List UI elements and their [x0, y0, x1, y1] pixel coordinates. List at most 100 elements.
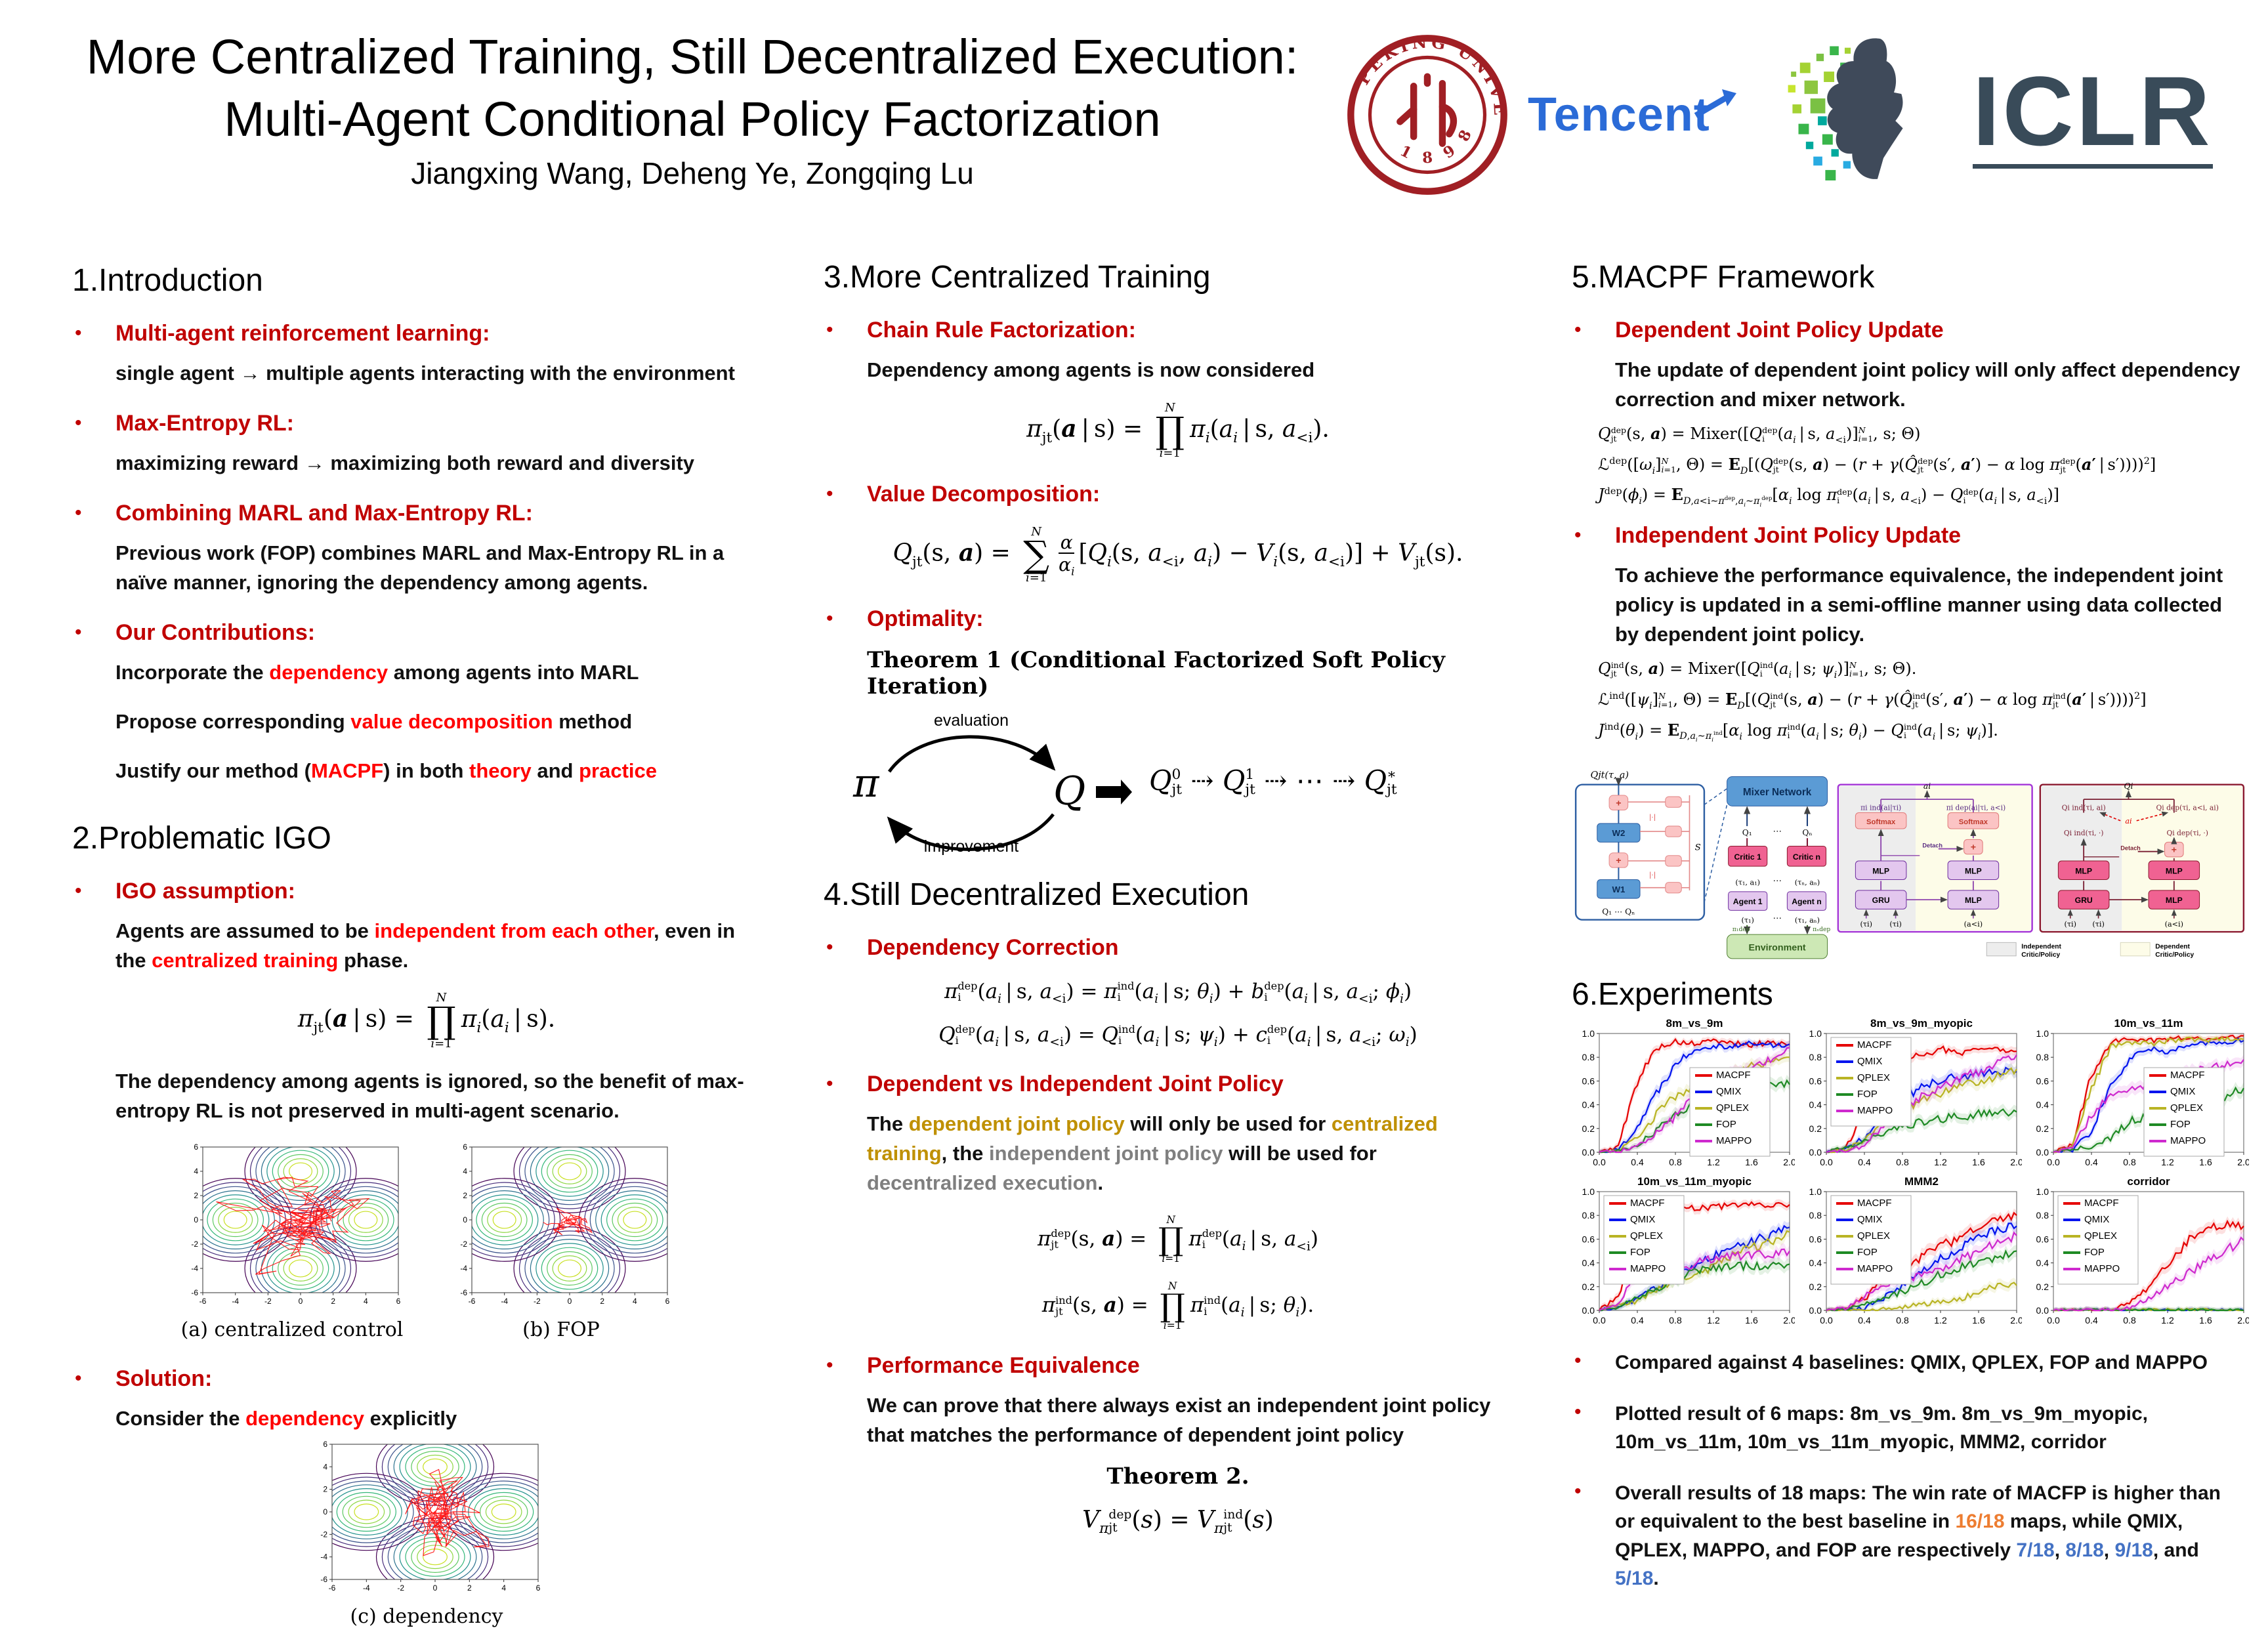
legend-dependent-line2: Critic/Policy — [2155, 951, 2194, 959]
sec5-bullet-ind-update: • Independent Joint Policy Update To ach… — [1572, 520, 2261, 650]
svg-text:QPLEX: QPLEX — [2084, 1230, 2117, 1242]
svg-text:1.6: 1.6 — [2199, 1157, 2212, 1167]
qi-ind-label: Qi ind(τi, ai) — [2062, 804, 2106, 812]
column-training-execution: 3.More Centralized Training • Chain Rule… — [824, 259, 1532, 1554]
dep-update-line: The update of dependent joint policy wil… — [1615, 358, 2240, 411]
bullet-icon: • — [75, 621, 82, 643]
abs-label: |·| — [1649, 814, 1656, 822]
plus-node: + — [2172, 845, 2177, 856]
tau-i-input: (τi) — [1889, 920, 1902, 929]
a-lt-i-input: (a<i) — [1964, 920, 1983, 929]
svg-text:FOP: FOP — [2170, 1119, 2191, 1130]
dependency-correction-head: Dependency Correction — [867, 934, 1119, 960]
svg-text:1.6: 1.6 — [1972, 1315, 1985, 1325]
tencent-arrow-icon — [1694, 89, 1736, 118]
svg-text:6: 6 — [665, 1297, 670, 1306]
ai-output-label: ai — [1923, 782, 1931, 791]
sec6-bullet-overall: • Overall results of 18 maps: The win ra… — [1572, 1476, 2261, 1593]
svg-text:0.6: 0.6 — [1582, 1234, 1595, 1245]
svg-text:1.0: 1.0 — [1582, 1028, 1595, 1039]
bullet-icon: • — [826, 1354, 833, 1377]
intro-bullet-contributions-head: Our Contributions: — [116, 619, 316, 645]
svg-text:0.0: 0.0 — [2047, 1157, 2060, 1167]
svg-text:6: 6 — [194, 1143, 198, 1152]
bullet-icon: • — [1574, 319, 1582, 341]
svg-text:4: 4 — [364, 1297, 368, 1306]
detach-label: Detach — [1922, 843, 1942, 849]
svg-text:4: 4 — [501, 1583, 506, 1593]
chain-rule-equation: πjt(a | s) = N ∏ i=1 πi(ai | s, a<i). — [1026, 400, 1330, 461]
a-lt-i-input: (a<i) — [2165, 920, 2183, 929]
mixer-network-box: Mixer Network — [1743, 787, 1812, 798]
svg-text:-4: -4 — [363, 1583, 370, 1593]
svg-text:1.2: 1.2 — [1934, 1157, 1947, 1167]
svg-text:0.6: 0.6 — [2036, 1234, 2049, 1245]
iclr-wordmark: ICLR — [1972, 62, 2213, 169]
svg-text:2.0: 2.0 — [2010, 1315, 2022, 1325]
intro-bullet-combining-line: Previous work (FOP) combines MARL and Ma… — [116, 541, 724, 594]
win-rate-chart-10m_vs_11m: 10m_vs_11m 0.0 0.2 0.4 0.6 0.8 1.0 0.0 0.4 0.8 1.2… — [2036, 1017, 2249, 1167]
svg-text:QMIX: QMIX — [2170, 1086, 2195, 1097]
contour-plot-fop: -6-6 -4 -4 -2 -2 0 0 2 2 4 4 6 6 — [460, 1142, 670, 1306]
svg-text:QMIX: QMIX — [2084, 1214, 2109, 1225]
svg-text:0.4: 0.4 — [1582, 1100, 1595, 1110]
svg-text:MAPPO: MAPPO — [2170, 1135, 2206, 1146]
svg-text:-4: -4 — [460, 1264, 467, 1273]
pipeline-panel: Mixer Network Q₁ ⋯ Qₙ Critic 1 Critic n … — [1727, 776, 1830, 959]
figure-b-caption: (b) FOP — [522, 1318, 600, 1341]
svg-text:2: 2 — [194, 1191, 198, 1200]
svg-text:1.0: 1.0 — [1809, 1028, 1822, 1039]
intro-bullet-combining: • Combining MARL and Max-Entropy RL: Pre… — [72, 498, 781, 598]
svg-text:MAPPO: MAPPO — [1857, 1263, 1893, 1274]
igo-assumption-head: IGO assumption: — [116, 878, 295, 904]
legend-independent-line1: Independent — [2021, 944, 2061, 951]
state-label: S — [1695, 843, 1701, 853]
plus-node: + — [1616, 856, 1621, 866]
svg-text:QPLEX: QPLEX — [1716, 1102, 1749, 1114]
evaluation-arc — [887, 734, 1056, 773]
gru-box: GRU — [1872, 896, 1890, 905]
value-decomposition-head: Value Decomposition: — [867, 482, 1101, 507]
svg-text:0.4: 0.4 — [1631, 1315, 1644, 1325]
svg-text:6: 6 — [323, 1440, 327, 1449]
baselines-line: Compared against 4 baselines: QMIX, QPLE… — [1615, 1352, 2208, 1374]
qi-dep2-label: Qi dep(τi, ·) — [2166, 829, 2208, 837]
svg-text:0.2: 0.2 — [2036, 1123, 2049, 1134]
column-macpf-experiments: 5.MACPF Framework • Dependent Joint Poli… — [1572, 259, 2261, 1593]
maps-line: Plotted result of 6 maps: 8m_vs_9m. 8m_v… — [1615, 1402, 2149, 1453]
q-sequence: Q 0 jt ⇢ Q 1 jt ⇢ ⋯ ⇢ Q ∗ jt — [1149, 764, 1397, 799]
intro-bullet-combining-head: Combining MARL and Max-Entropy RL: — [116, 500, 533, 526]
mlp-box: MLP — [1872, 867, 1889, 876]
figure-centralized-control: -6 -6 -4 -4 -2 -2 0 0 2 2 4 4 6 6 (a) centralized con… — [180, 1142, 404, 1341]
igo-assumption-line: Agents are assumed to be independent fro… — [116, 919, 736, 972]
svg-text:1.2: 1.2 — [2161, 1157, 2174, 1167]
improvement-label: improvement — [924, 837, 1019, 856]
poster-title-line1: More Centralized Training, Still Decentr… — [86, 30, 1299, 84]
experiment-charts-row2: 10m_vs_11m_myopic 0.0 0.2 0.4 0.6 0.8 1.0 0.0 0.… — [1572, 1175, 2261, 1329]
svg-text:1.6: 1.6 — [1745, 1315, 1758, 1325]
w1-box-label: W1 — [1612, 885, 1625, 894]
chart-legend: MACPF QMIX QPLEX FOP MAPPO — [2143, 1067, 2225, 1157]
svg-text:0: 0 — [568, 1297, 572, 1306]
svg-text:0.4: 0.4 — [1809, 1258, 1822, 1268]
svg-text:0: 0 — [433, 1583, 438, 1593]
joint-policy-dep-eq: π dep jt (s, a) = N ∏ i=1 π dep i (ai | s, a<i) — [1037, 1213, 1319, 1265]
w2-box-label: W2 — [1612, 828, 1625, 838]
experiment-charts-row1: 8m_vs_9m 0.0 0.2 0.4 0.6 0.8 1.0 0.0 0.4 0.8 1.2 1.… — [1572, 1016, 2261, 1171]
svg-text:0.4: 0.4 — [2036, 1258, 2049, 1268]
chart-legend: MACPF QMIX QPLEX FOP MAPPO — [2057, 1195, 2139, 1285]
svg-text:6: 6 — [396, 1297, 401, 1306]
sec6-bullet-baselines: • Compared against 4 baselines: QMIX, QP… — [1572, 1346, 2261, 1377]
svg-text:0: 0 — [463, 1215, 467, 1224]
svg-text:0.0: 0.0 — [2036, 1305, 2049, 1316]
section4-heading: 4.Still Decentralized Execution — [824, 877, 1250, 912]
svg-text:-6: -6 — [469, 1297, 476, 1306]
section3-heading: 3.More Centralized Training — [824, 260, 1211, 295]
theorem2-text: Theorem 2. — [1106, 1463, 1250, 1490]
svg-text:1.0: 1.0 — [2036, 1186, 2049, 1197]
figure-dependency: -6 -6 -4 -4 -2 -2 0 0 2 2 4 4 6 6 (c) dependency — [72, 1440, 781, 1628]
svg-text:0.4: 0.4 — [1582, 1258, 1595, 1268]
intro-bullet-marl: • Multi-agent reinforcement learning: si… — [72, 318, 781, 388]
igo-consequence-line: The dependency among agents is ignored, … — [116, 1069, 744, 1122]
